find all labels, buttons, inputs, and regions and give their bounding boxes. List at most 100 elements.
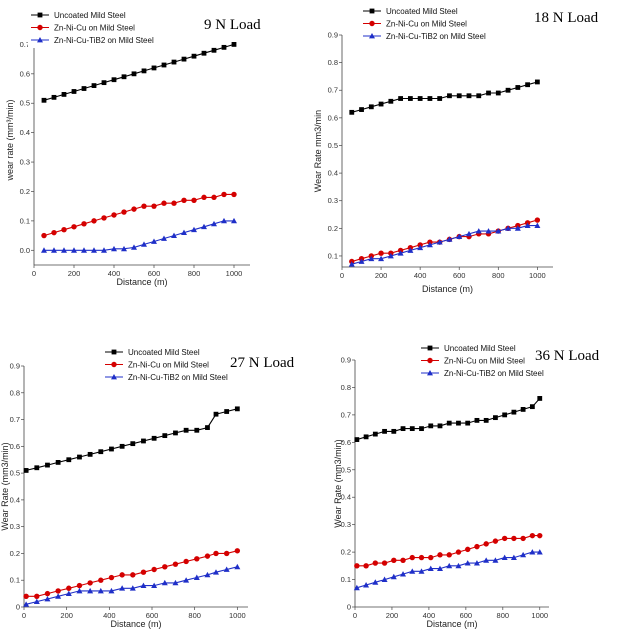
data-point	[201, 50, 207, 56]
data-point	[505, 225, 512, 231]
data-point	[131, 244, 137, 250]
x-tick-label: 600	[146, 611, 159, 620]
data-point	[55, 593, 62, 599]
data-point	[515, 85, 521, 90]
legend-label: Zn-Ni-Cu on Mild Steel	[128, 361, 209, 370]
y-tick-label: 0.7	[328, 86, 338, 95]
y-tick-label: 0.9	[341, 356, 351, 365]
y-tick-label: 0.1	[10, 576, 20, 585]
data-point	[221, 191, 227, 198]
data-point	[466, 93, 472, 99]
y-tick-label: 0	[347, 603, 351, 612]
x-axis-label: Distance (m)	[116, 277, 167, 287]
data-point	[224, 409, 230, 414]
data-point	[108, 587, 115, 594]
legend-label: Uncoated Mild Steel	[386, 7, 458, 16]
legend-label: Zn-Ni-Cu on Mild Steel	[54, 24, 135, 33]
data-point	[407, 247, 414, 253]
x-tick-label: 800	[497, 611, 510, 620]
data-point	[151, 566, 157, 573]
data-point	[372, 579, 379, 585]
legend-label: Uncoated Mild Steel	[444, 344, 516, 353]
data-point	[378, 255, 385, 262]
data-point	[91, 247, 97, 253]
chart-panel-1: 0 200 400 600 800 1000 0.0 0.1 0.2 0.3 0.4 0.5 0.6 0.…	[5, 8, 261, 287]
chart-panel-4: 0 200 400 600 800 1000 0 0.1 0.2 0.3 0.4 0.5 0.6 0.7 0…	[333, 341, 600, 629]
data-point	[511, 409, 517, 415]
data-point	[381, 560, 388, 566]
data-point	[87, 451, 93, 457]
legend-marker	[37, 12, 43, 18]
data-point	[213, 550, 219, 557]
data-point	[151, 203, 157, 209]
data-point	[525, 82, 531, 88]
data-point	[529, 549, 536, 555]
y-tick-label: 0.5	[341, 465, 351, 474]
data-point	[363, 582, 370, 588]
data-point	[455, 562, 462, 569]
x-axis-label: Distance (m)	[426, 619, 477, 629]
data-point	[121, 245, 127, 252]
x-tick-label: 1000	[531, 611, 548, 620]
data-point	[372, 560, 379, 566]
chart-title: 18 N Load	[534, 10, 599, 26]
data-point	[417, 244, 424, 251]
legend-marker	[369, 8, 375, 14]
data-point	[71, 247, 77, 253]
data-point	[51, 247, 57, 253]
data-point	[483, 557, 490, 563]
data-point	[61, 247, 67, 253]
data-point	[61, 92, 67, 97]
y-tick-label: 0.8	[10, 388, 20, 397]
x-tick-label: 1000	[529, 271, 546, 280]
data-point	[162, 433, 168, 439]
x-tick-label: 200	[60, 611, 73, 620]
y-tick-label: 0.9	[328, 31, 338, 40]
legend-label: Uncoated Mild Steel	[54, 11, 126, 20]
data-point	[474, 417, 480, 423]
x-tick-label: 800	[188, 611, 201, 620]
data-point	[495, 228, 502, 234]
y-tick-label: 0.2	[20, 187, 30, 196]
legend-marker	[427, 345, 433, 351]
legend: Uncoated Mild Steel Zn-Ni-Cu on Mild Stee…	[102, 345, 236, 385]
data-point	[171, 232, 177, 238]
legend-label: Zn-Ni-Cu-TiB2 on Mild Steel	[54, 36, 154, 45]
x-tick-label: 800	[188, 269, 201, 278]
data-point	[151, 238, 157, 244]
data-point	[97, 587, 104, 594]
data-point	[151, 435, 157, 441]
data-point	[191, 53, 197, 59]
data-point	[368, 104, 374, 110]
data-point	[119, 572, 125, 578]
data-point	[358, 258, 365, 264]
data-point	[520, 407, 526, 412]
y-tick-label: 0.5	[10, 469, 20, 478]
data-point	[465, 420, 471, 426]
data-point	[140, 569, 147, 575]
chart-panel-3: 0 200 400 600 800 1000 0 0.1 0.2 0.3 0.4 0.5 0.6 0.7 0…	[0, 345, 295, 629]
data-point	[191, 197, 197, 203]
x-axis-label: Distance (m)	[422, 284, 473, 294]
data-point	[428, 554, 434, 561]
x-tick-label: 1000	[226, 269, 243, 278]
data-point	[101, 80, 107, 86]
data-point	[33, 598, 40, 605]
legend-marker	[37, 24, 43, 31]
legend-label: Uncoated Mild Steel	[128, 348, 200, 357]
data-point	[121, 74, 127, 80]
data-point	[456, 93, 462, 99]
data-point	[534, 79, 540, 85]
data-point	[91, 218, 97, 224]
data-point	[51, 94, 57, 100]
legend-marker	[427, 357, 433, 364]
legend-marker	[111, 349, 117, 355]
y-tick-label: 0	[16, 603, 20, 612]
data-point	[492, 557, 499, 563]
data-point	[409, 426, 415, 432]
data-point	[66, 585, 72, 591]
x-tick-label: 0	[32, 269, 36, 278]
data-point	[111, 245, 117, 252]
data-point	[91, 83, 97, 88]
data-point	[119, 443, 125, 449]
